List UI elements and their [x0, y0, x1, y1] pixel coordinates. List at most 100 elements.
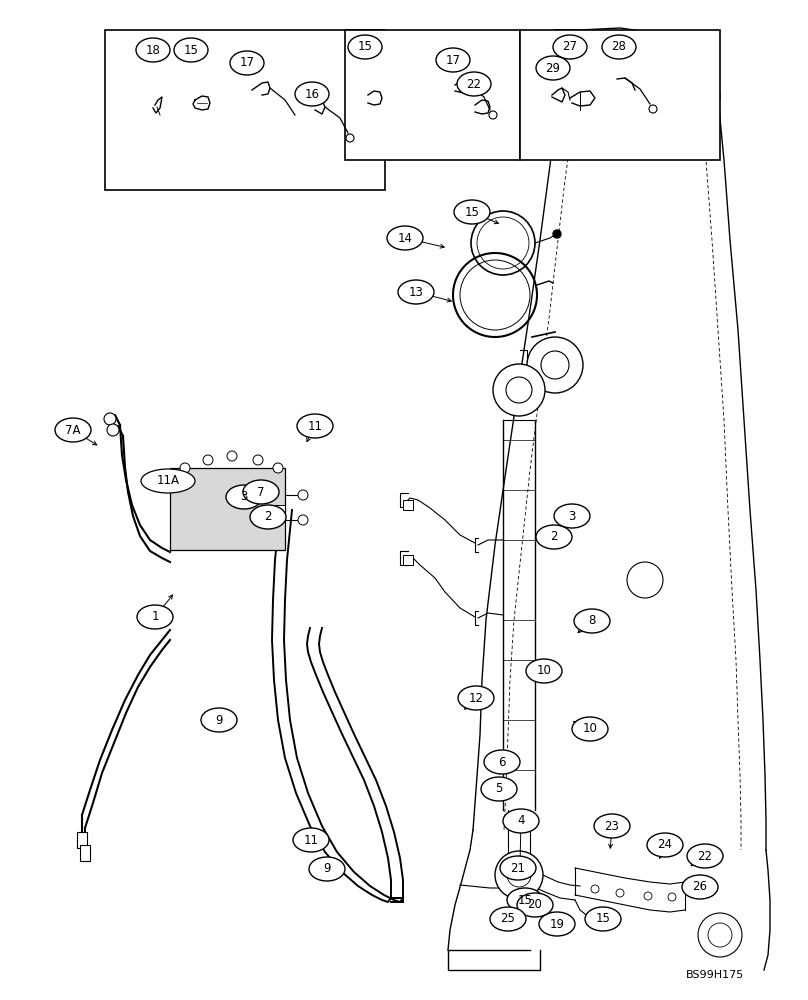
- Ellipse shape: [436, 48, 470, 72]
- Ellipse shape: [297, 414, 333, 438]
- Ellipse shape: [536, 525, 572, 549]
- Ellipse shape: [490, 907, 526, 931]
- Circle shape: [298, 490, 308, 500]
- Bar: [77, 832, 87, 848]
- Text: 18: 18: [145, 43, 161, 56]
- Text: 14: 14: [398, 232, 413, 244]
- Text: 19: 19: [549, 918, 565, 930]
- Circle shape: [227, 451, 237, 461]
- Text: 11: 11: [308, 420, 322, 432]
- Ellipse shape: [594, 814, 630, 838]
- Ellipse shape: [174, 38, 208, 62]
- Circle shape: [668, 48, 692, 72]
- Text: 27: 27: [562, 40, 578, 53]
- Circle shape: [253, 455, 263, 465]
- Ellipse shape: [554, 504, 590, 528]
- Ellipse shape: [243, 480, 279, 504]
- Bar: [105, 30, 385, 190]
- Ellipse shape: [458, 686, 494, 710]
- Text: 11A: 11A: [157, 475, 179, 488]
- Ellipse shape: [230, 51, 264, 75]
- Ellipse shape: [387, 226, 423, 250]
- Ellipse shape: [647, 833, 683, 857]
- Ellipse shape: [484, 750, 520, 774]
- Ellipse shape: [295, 82, 329, 106]
- Ellipse shape: [226, 485, 262, 509]
- Text: 15: 15: [595, 912, 610, 926]
- Text: 23: 23: [604, 820, 620, 832]
- Text: 3: 3: [568, 510, 575, 522]
- Text: 10: 10: [537, 664, 551, 678]
- Text: 10: 10: [583, 722, 597, 736]
- Text: 1: 1: [151, 610, 158, 624]
- Circle shape: [273, 463, 283, 473]
- Circle shape: [553, 230, 561, 238]
- Circle shape: [649, 105, 657, 113]
- Bar: [403, 500, 413, 510]
- Ellipse shape: [136, 38, 170, 62]
- Ellipse shape: [137, 605, 173, 629]
- Text: 22: 22: [466, 78, 482, 91]
- Circle shape: [527, 337, 583, 393]
- Ellipse shape: [682, 875, 718, 899]
- Text: 7: 7: [257, 486, 265, 498]
- Text: 22: 22: [697, 850, 713, 862]
- Circle shape: [616, 889, 624, 897]
- Text: 15: 15: [183, 43, 199, 56]
- Circle shape: [541, 351, 569, 379]
- Circle shape: [180, 463, 190, 473]
- Ellipse shape: [507, 888, 543, 912]
- Ellipse shape: [602, 35, 636, 59]
- Ellipse shape: [293, 828, 329, 852]
- Ellipse shape: [250, 505, 286, 529]
- Text: 28: 28: [612, 40, 626, 53]
- Text: 2: 2: [550, 530, 558, 544]
- Ellipse shape: [536, 56, 570, 80]
- Circle shape: [644, 892, 652, 900]
- Circle shape: [708, 923, 732, 947]
- Text: 25: 25: [501, 912, 516, 926]
- Ellipse shape: [398, 280, 434, 304]
- Circle shape: [203, 455, 213, 465]
- Ellipse shape: [539, 912, 575, 936]
- Ellipse shape: [526, 659, 562, 683]
- Text: 17: 17: [445, 53, 461, 66]
- Text: 5: 5: [495, 782, 503, 796]
- Circle shape: [346, 134, 354, 142]
- Text: 15: 15: [465, 206, 479, 219]
- Bar: [403, 555, 413, 565]
- Circle shape: [107, 424, 119, 436]
- Ellipse shape: [141, 469, 195, 493]
- Text: 15: 15: [358, 40, 372, 53]
- Ellipse shape: [201, 708, 237, 732]
- Ellipse shape: [457, 72, 491, 96]
- Ellipse shape: [454, 200, 490, 224]
- Circle shape: [104, 413, 116, 425]
- Text: 11: 11: [304, 834, 318, 846]
- Ellipse shape: [348, 35, 382, 59]
- Circle shape: [489, 111, 497, 119]
- Text: 26: 26: [692, 880, 708, 894]
- Circle shape: [608, 64, 644, 100]
- Circle shape: [627, 562, 663, 598]
- Text: 7A: 7A: [65, 424, 81, 436]
- Circle shape: [495, 851, 543, 899]
- Circle shape: [668, 893, 676, 901]
- Bar: [345, 30, 520, 160]
- Bar: [170, 468, 285, 550]
- Text: 17: 17: [239, 56, 255, 70]
- Text: 8: 8: [588, 614, 595, 628]
- Text: 21: 21: [511, 861, 525, 874]
- Text: 4: 4: [517, 814, 524, 828]
- Ellipse shape: [309, 857, 345, 881]
- Text: 9: 9: [323, 862, 330, 876]
- Ellipse shape: [481, 777, 517, 801]
- Text: 16: 16: [305, 88, 319, 101]
- Bar: [275, 505, 285, 515]
- Circle shape: [698, 913, 742, 957]
- Circle shape: [507, 863, 531, 887]
- Text: 20: 20: [528, 898, 542, 912]
- Ellipse shape: [503, 809, 539, 833]
- Bar: [520, 30, 720, 160]
- Text: 9: 9: [215, 714, 223, 726]
